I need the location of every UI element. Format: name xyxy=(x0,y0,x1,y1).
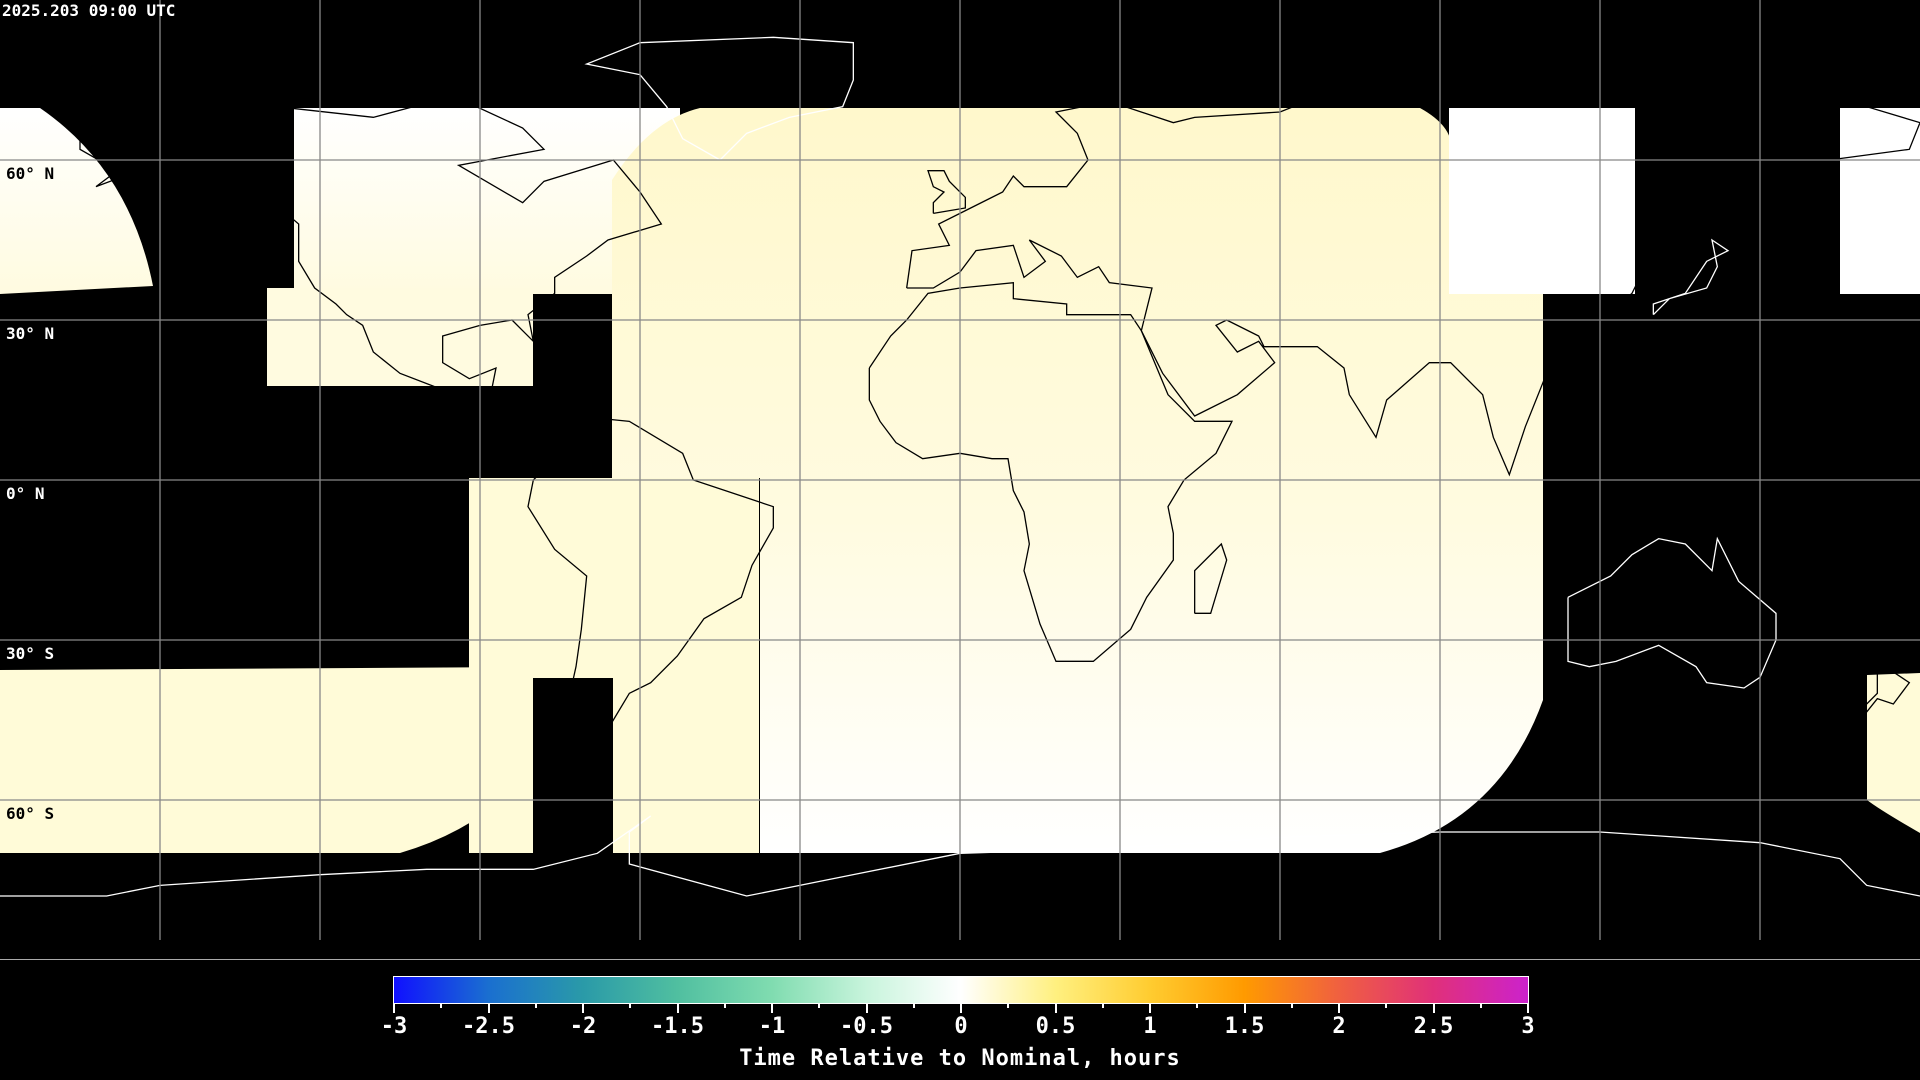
coastline-new-zealand xyxy=(1849,660,1911,727)
lat-label-30n: 30° N xyxy=(6,324,55,343)
gap-atlantic xyxy=(533,294,612,478)
colorbar-tick xyxy=(1479,1003,1482,1008)
colorbar-tick-label: 2.5 xyxy=(1413,1014,1454,1039)
coastline-uk xyxy=(927,170,966,214)
colorbar-tick xyxy=(1290,1003,1293,1008)
colorbar-tick-label: 0 xyxy=(954,1014,968,1039)
lat-lon-grid xyxy=(0,0,1920,940)
colorbar-tick xyxy=(629,1003,632,1008)
colorbar-tick-label: -2 xyxy=(569,1014,597,1039)
coverage-map xyxy=(0,0,1920,940)
coastline-south-america xyxy=(527,415,774,775)
colorbar-tick-label: -1 xyxy=(758,1014,786,1039)
timestamp: 2025.203 09:00 UTC xyxy=(2,1,176,20)
lat-label-60s: 60° S xyxy=(6,804,55,823)
lat-label-30s: 30° S xyxy=(6,644,55,663)
coverage-goes-mid xyxy=(267,288,533,386)
colorbar-tick-label: -0.5 xyxy=(840,1014,893,1039)
coastline-japan xyxy=(1652,238,1730,316)
colorbar-tick xyxy=(1149,1003,1151,1013)
colorbar-tick xyxy=(1527,1003,1529,1013)
colorbar-tick xyxy=(1007,1003,1010,1008)
colorbar-tick-label: 1 xyxy=(1143,1014,1157,1039)
colorbar-tick xyxy=(440,1003,443,1008)
colorbar-tick xyxy=(393,1003,395,1013)
colorbar-tick-label: -3 xyxy=(380,1014,408,1039)
colorbar xyxy=(393,976,1529,1004)
colorbar-title: Time Relative to Nominal, hours xyxy=(739,1046,1181,1071)
lat-label-60n: 60° N xyxy=(6,164,55,183)
coastline-australia xyxy=(1567,536,1777,689)
coverage-new-zealand xyxy=(1867,673,1920,833)
colorbar-tick xyxy=(771,1003,773,1013)
colorbar-tick xyxy=(1432,1003,1435,1013)
colorbar-tick-label: 3 xyxy=(1521,1014,1535,1039)
coverage-top-left xyxy=(0,108,153,294)
colorbar-tick xyxy=(676,1003,679,1013)
colorbar-tick xyxy=(1054,1003,1057,1013)
coastlines xyxy=(0,36,1920,897)
colorbar-tick xyxy=(534,1003,537,1008)
coastline-greenland xyxy=(584,36,854,161)
colorbar-tick xyxy=(1338,1003,1340,1013)
colorbar-tick-label: -1.5 xyxy=(651,1014,704,1039)
colorbar-tick xyxy=(487,1003,490,1013)
colorbar-tick xyxy=(818,1003,821,1008)
coastline-europe-asia xyxy=(906,68,1920,477)
coastline-north-america xyxy=(79,95,663,444)
colorbar-tick-label: 0.5 xyxy=(1035,1014,1076,1039)
coastline-antarctica xyxy=(0,815,1920,897)
coastline-africa xyxy=(868,281,1234,662)
lat-label-0n: 0° N xyxy=(6,484,45,503)
colorbar-tick xyxy=(1243,1003,1246,1013)
coverage-south-pacific-gap xyxy=(469,667,533,853)
colorbar-tick xyxy=(582,1003,584,1013)
colorbar-tick xyxy=(723,1003,726,1008)
coverage-east-asia xyxy=(1449,108,1635,294)
coverage-south-pacific xyxy=(0,667,533,853)
colorbar-tick-label: -2.5 xyxy=(462,1014,515,1039)
map-border xyxy=(0,959,1920,960)
colorbar-tick xyxy=(960,1003,962,1013)
colorbar-tick xyxy=(912,1003,915,1008)
coverage-far-east xyxy=(1840,108,1920,294)
colorbar-tick xyxy=(1196,1003,1199,1008)
gap-patagonia xyxy=(533,678,613,853)
colorbar-tick xyxy=(1101,1003,1104,1008)
colorbar-tick xyxy=(1385,1003,1388,1008)
colorbar-tick-label: 1.5 xyxy=(1224,1014,1265,1039)
coastline-madagascar xyxy=(1194,542,1228,614)
colorbar-tick xyxy=(865,1003,868,1013)
colorbar-tick-label: 2 xyxy=(1332,1014,1346,1039)
